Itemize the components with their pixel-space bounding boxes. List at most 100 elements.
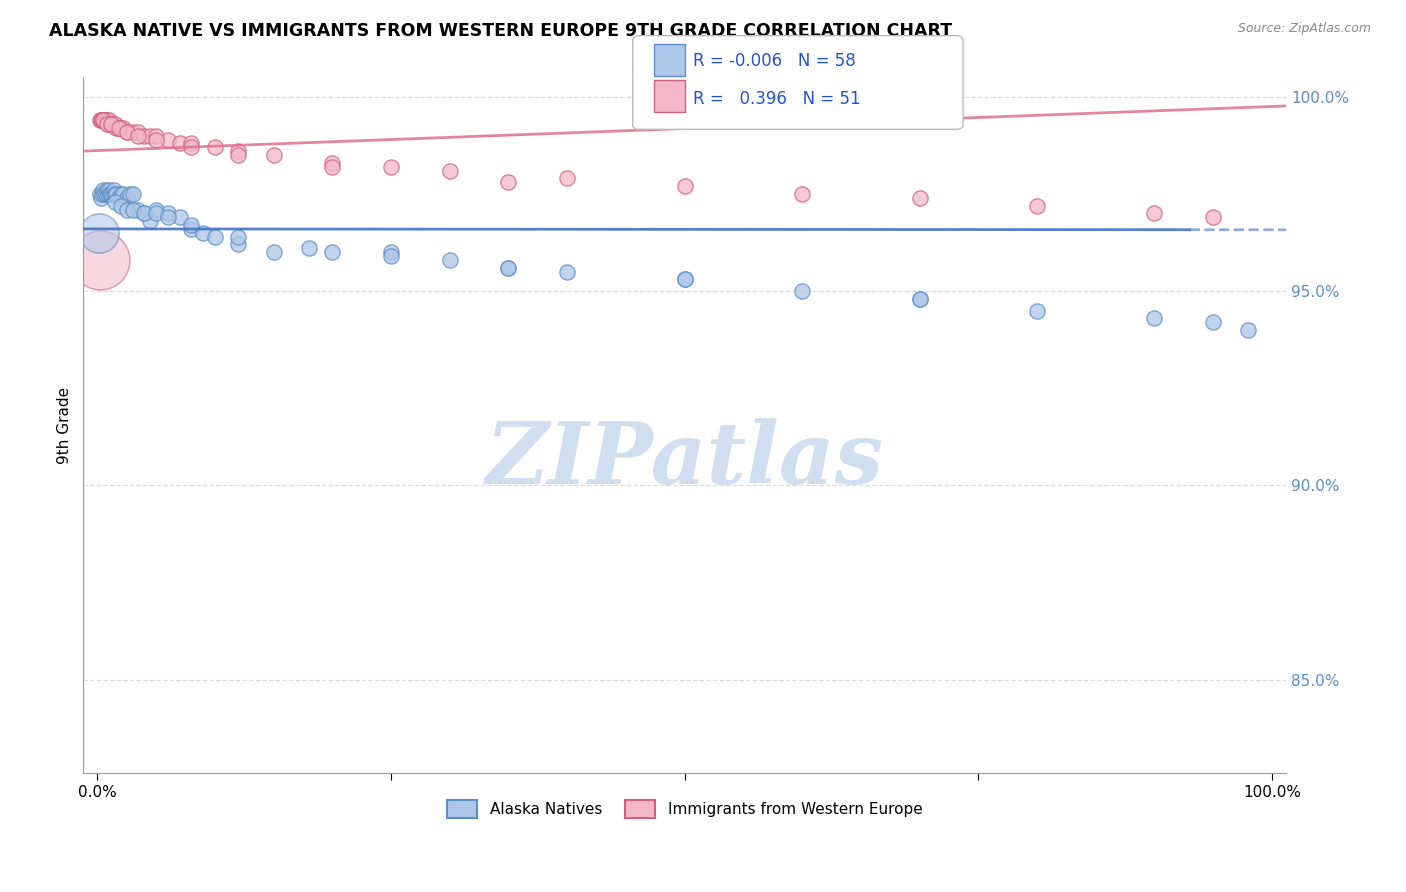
Point xyxy=(90,113,112,128)
Point xyxy=(380,245,402,260)
Point xyxy=(555,171,578,186)
Point xyxy=(96,117,118,131)
Point xyxy=(156,211,179,225)
Point xyxy=(908,292,931,306)
Point xyxy=(1202,211,1225,225)
Point xyxy=(263,148,285,162)
Point xyxy=(103,117,125,131)
Point xyxy=(180,218,202,232)
Point xyxy=(107,120,129,135)
Point xyxy=(498,260,520,275)
Point xyxy=(145,206,167,220)
Text: R =   0.396   N = 51: R = 0.396 N = 51 xyxy=(693,90,860,109)
Point xyxy=(790,284,813,298)
Point xyxy=(115,202,138,217)
Point xyxy=(169,136,191,151)
Point xyxy=(96,113,118,128)
Point xyxy=(228,237,250,252)
Point xyxy=(145,132,167,146)
Point xyxy=(790,186,813,201)
Point xyxy=(139,214,162,228)
Point xyxy=(228,229,250,244)
Text: R = -0.006   N = 58: R = -0.006 N = 58 xyxy=(693,53,856,70)
Point xyxy=(90,191,112,205)
Point xyxy=(134,206,156,220)
Point xyxy=(97,186,120,201)
Point xyxy=(156,206,179,220)
Point xyxy=(98,117,121,131)
Point xyxy=(89,252,111,267)
Point xyxy=(89,186,111,201)
Point xyxy=(110,120,132,135)
Point xyxy=(180,222,202,236)
Point xyxy=(139,128,162,143)
Point xyxy=(180,136,202,151)
Point xyxy=(87,226,110,240)
Point xyxy=(101,186,124,201)
Point xyxy=(94,113,117,128)
Point xyxy=(191,226,214,240)
Point xyxy=(104,186,127,201)
Point xyxy=(104,194,127,209)
Point xyxy=(156,132,179,146)
Point xyxy=(105,186,128,201)
Point xyxy=(439,252,461,267)
Point xyxy=(498,260,520,275)
Y-axis label: 9th Grade: 9th Grade xyxy=(58,386,72,464)
Point xyxy=(1237,323,1260,337)
Point xyxy=(298,241,321,255)
Point xyxy=(93,113,115,128)
Point xyxy=(91,183,114,197)
Point xyxy=(204,140,226,154)
Point xyxy=(908,292,931,306)
Point xyxy=(91,113,114,128)
Point xyxy=(673,272,696,286)
Point xyxy=(380,249,402,263)
Point xyxy=(1026,199,1049,213)
Point xyxy=(103,183,125,197)
Point xyxy=(91,186,114,201)
Point xyxy=(380,160,402,174)
Point xyxy=(100,117,122,131)
Text: ALASKA NATIVE VS IMMIGRANTS FROM WESTERN EUROPE 9TH GRADE CORRELATION CHART: ALASKA NATIVE VS IMMIGRANTS FROM WESTERN… xyxy=(49,22,952,40)
Point xyxy=(100,117,122,131)
Point xyxy=(97,117,120,131)
Point xyxy=(96,183,118,197)
Point xyxy=(121,202,143,217)
Point xyxy=(228,145,250,159)
Point xyxy=(98,186,121,201)
Point xyxy=(93,186,115,201)
Point xyxy=(94,186,117,201)
Point xyxy=(101,117,124,131)
Point xyxy=(98,183,121,197)
Point xyxy=(555,265,578,279)
Point xyxy=(112,120,135,135)
Point xyxy=(120,186,142,201)
Point xyxy=(673,272,696,286)
Point xyxy=(107,120,129,135)
Point xyxy=(112,186,135,201)
Point xyxy=(121,125,143,139)
Point xyxy=(145,128,167,143)
Point xyxy=(134,206,156,220)
Point xyxy=(107,191,129,205)
Point xyxy=(439,163,461,178)
Point xyxy=(1143,206,1166,220)
Point xyxy=(115,125,138,139)
Point xyxy=(91,113,114,128)
Point xyxy=(673,179,696,194)
Point xyxy=(204,229,226,244)
Point xyxy=(89,113,111,128)
Point xyxy=(1026,303,1049,318)
Point xyxy=(98,113,121,128)
Point xyxy=(169,211,191,225)
Point xyxy=(115,191,138,205)
Point xyxy=(128,128,150,143)
Point xyxy=(908,191,931,205)
Point xyxy=(180,140,202,154)
Point xyxy=(498,175,520,189)
Point xyxy=(134,128,156,143)
Point xyxy=(121,186,143,201)
Point xyxy=(1202,315,1225,329)
Point xyxy=(145,202,167,217)
